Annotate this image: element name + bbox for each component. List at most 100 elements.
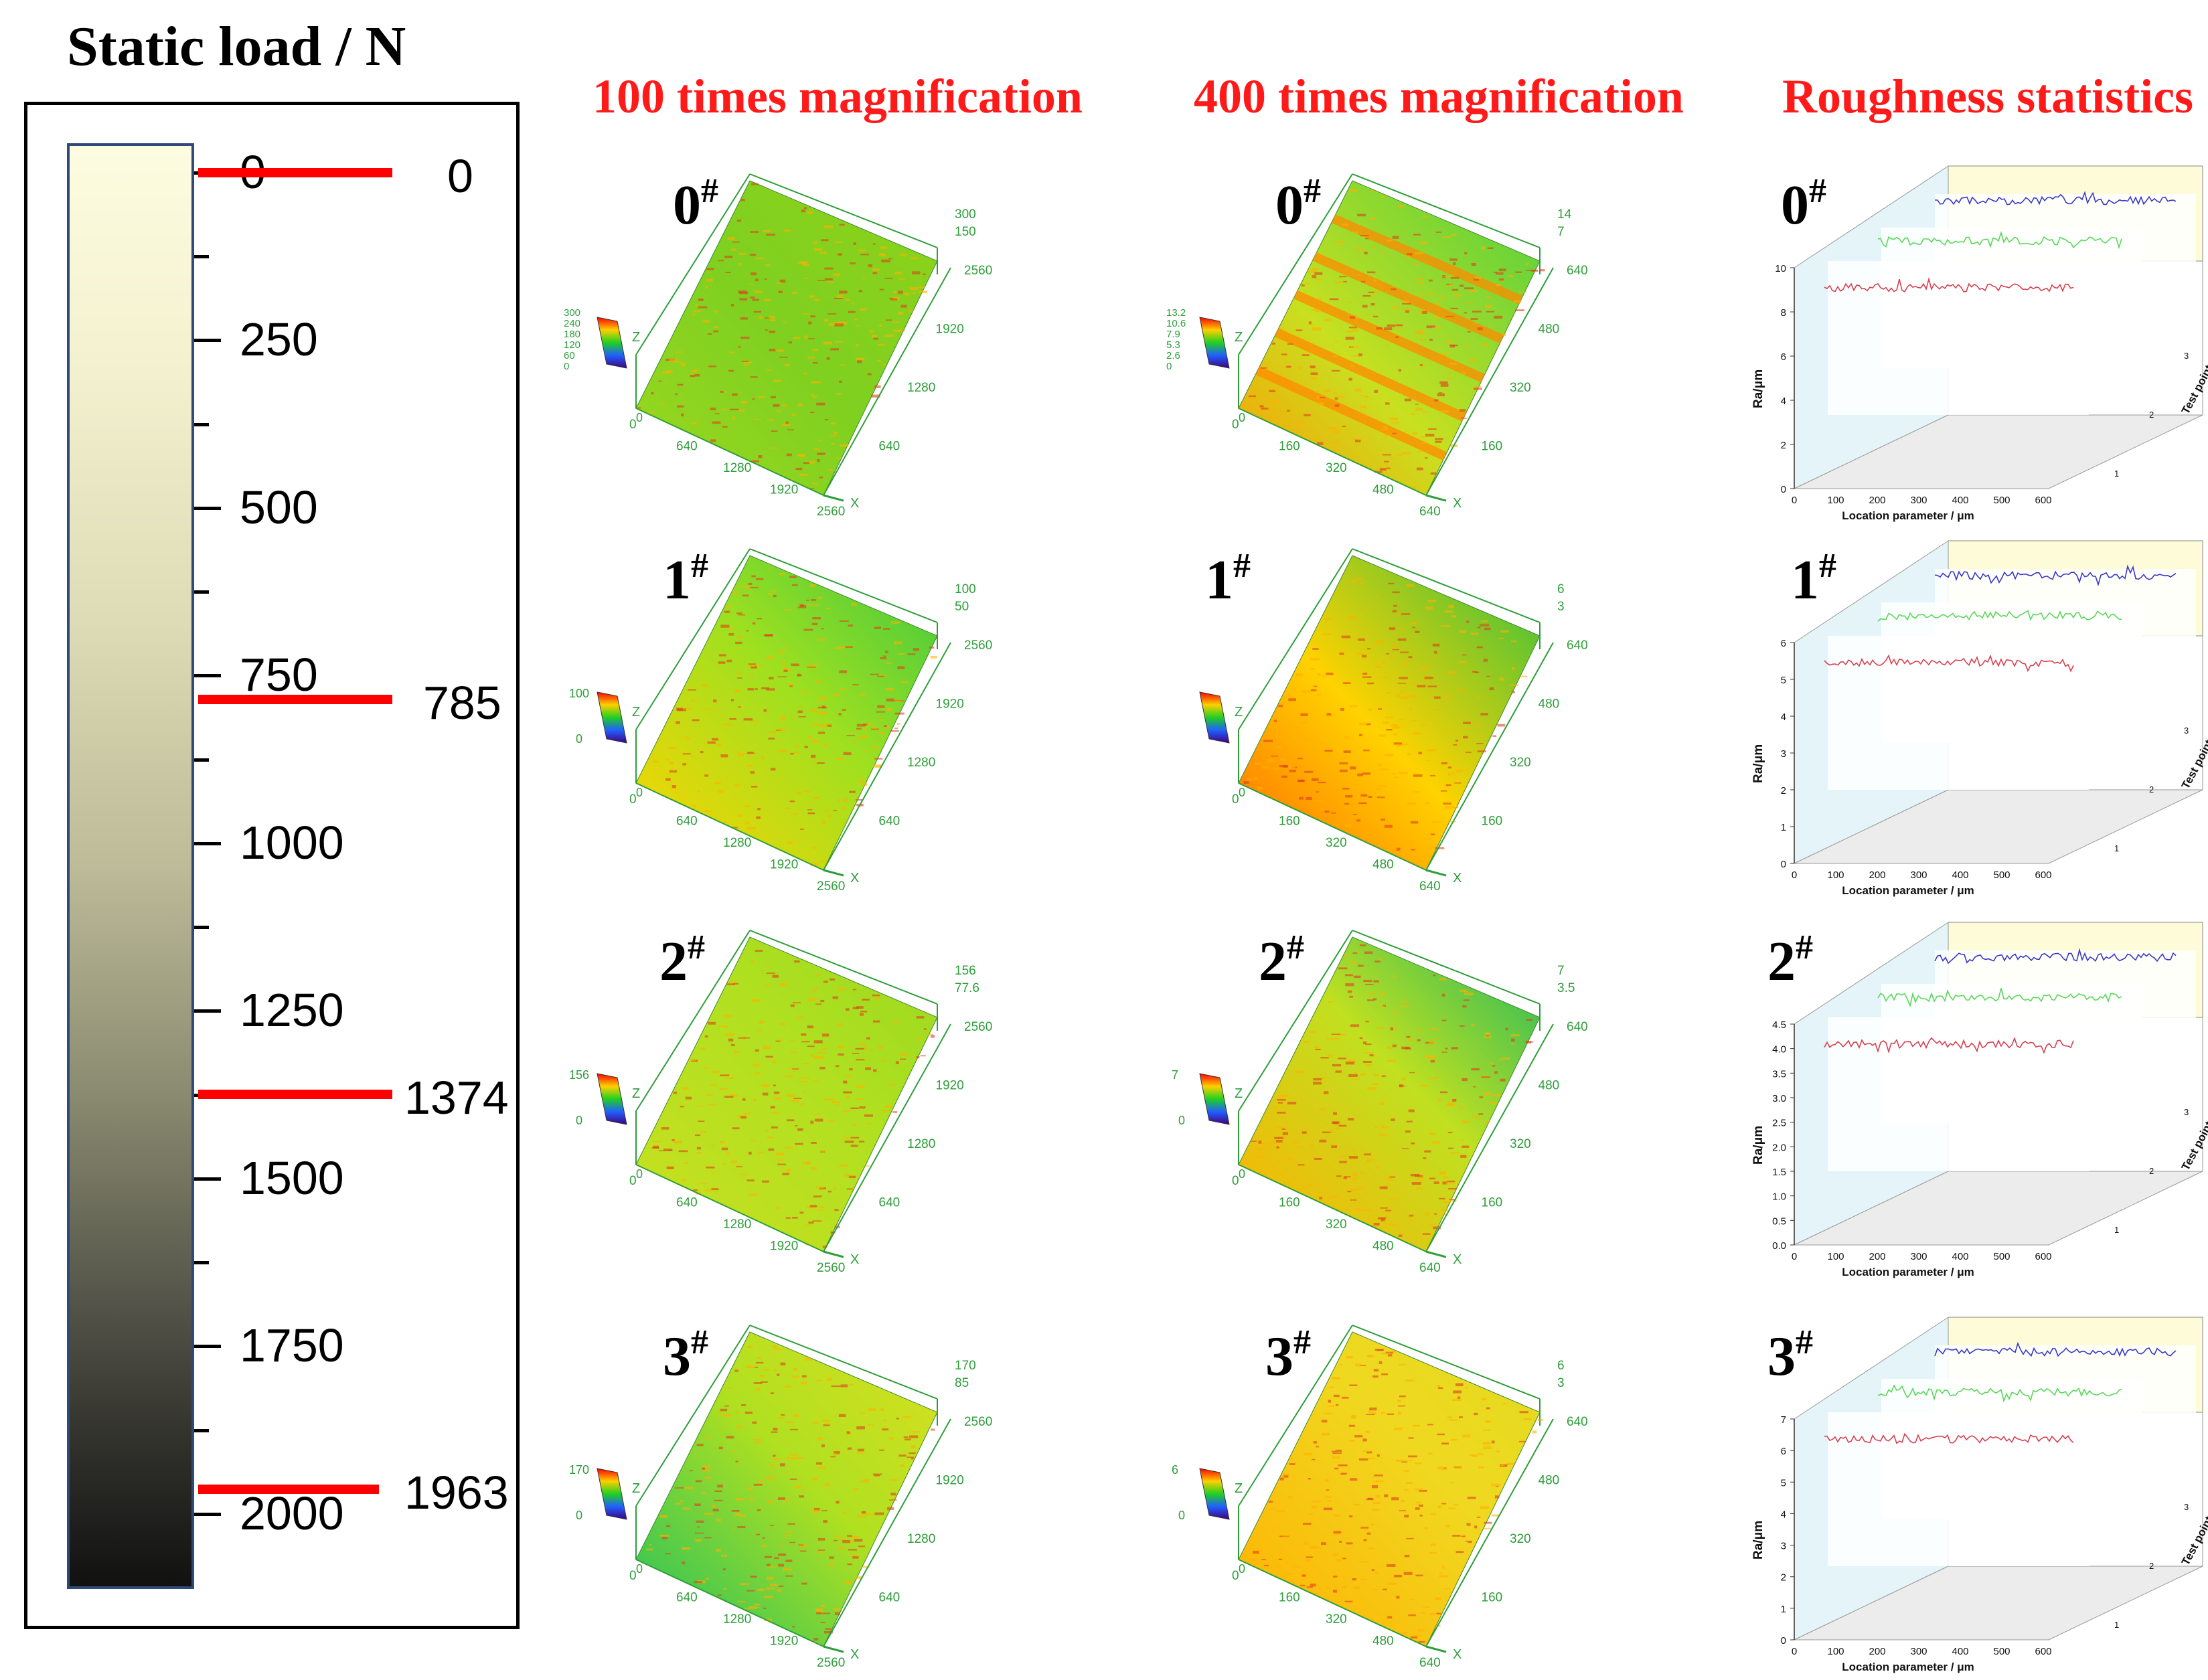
texture-speck xyxy=(1433,316,1439,319)
texture-speck xyxy=(786,1531,793,1533)
texture-speck xyxy=(896,723,900,725)
texture-speck xyxy=(917,1037,921,1040)
texture-speck xyxy=(844,1075,852,1078)
texture-speck xyxy=(749,586,759,588)
y-tick-label: 640 xyxy=(879,440,900,454)
texture-speck xyxy=(789,1428,798,1430)
texture-speck xyxy=(799,261,807,264)
texture-speck xyxy=(1419,1504,1423,1507)
series-plane xyxy=(1935,950,2196,1071)
texture-speck xyxy=(716,1412,722,1414)
texture-speck xyxy=(821,628,824,630)
x-tick-label: 300 xyxy=(1910,495,1927,506)
texture-speck xyxy=(783,230,791,232)
texture-speck xyxy=(1367,271,1376,274)
texture-speck xyxy=(1329,298,1339,301)
z-mid-label: 7 xyxy=(1557,225,1565,239)
texture-speck xyxy=(736,612,742,614)
texture-speck xyxy=(826,607,831,610)
texture-speck xyxy=(719,1088,728,1090)
texture-speck xyxy=(1355,1363,1362,1367)
legend-min: 0 xyxy=(576,732,582,746)
texture-speck xyxy=(829,435,838,437)
texture-speck xyxy=(677,708,686,711)
sample-hash: # xyxy=(701,172,718,210)
texture-speck xyxy=(1439,978,1447,981)
texture-speck xyxy=(748,1151,752,1155)
texture-speck xyxy=(744,821,750,824)
sample-label: 2# xyxy=(659,930,705,990)
texture-speck xyxy=(703,1067,709,1069)
texture-speck xyxy=(864,750,869,752)
y-axis-title: Ra/μm xyxy=(1751,744,1765,783)
texture-speck xyxy=(1423,678,1427,681)
texture-speck xyxy=(1401,613,1411,615)
texture-speck xyxy=(1404,1489,1409,1491)
texture-speck xyxy=(1390,1198,1399,1200)
texture-speck xyxy=(874,385,881,388)
texture-speck xyxy=(1498,268,1506,272)
texture-speck xyxy=(1450,1152,1460,1154)
texture-speck xyxy=(769,1584,779,1586)
texture-speck xyxy=(1415,1488,1423,1491)
z-axis-letter: Z xyxy=(1235,1086,1243,1101)
texture-speck xyxy=(819,477,823,479)
texture-speck xyxy=(751,665,757,669)
texture-speck xyxy=(812,349,818,351)
texture-speck xyxy=(1435,303,1439,306)
texture-speck xyxy=(765,965,769,967)
texture-speck xyxy=(856,1085,865,1088)
texture-speck xyxy=(1348,1059,1356,1062)
texture-speck xyxy=(1406,1537,1414,1539)
texture-speck xyxy=(1311,309,1318,311)
legend-bar xyxy=(597,1468,627,1520)
x-tick-label: 0 xyxy=(1792,1251,1797,1262)
texture-speck xyxy=(766,973,775,974)
texture-speck xyxy=(1328,1001,1334,1003)
texture-speck xyxy=(779,1022,786,1025)
z-max-label: 100 xyxy=(955,582,976,596)
x-axis-title: Location parameter / μm xyxy=(1842,884,1974,897)
y-tick-label: 2.5 xyxy=(1772,1118,1786,1129)
y-tick-label: 1920 xyxy=(936,697,964,711)
texture-speck xyxy=(1404,1460,1413,1461)
texture-speck xyxy=(746,630,749,632)
texture-speck xyxy=(1532,1430,1537,1434)
texture-speck xyxy=(746,665,755,667)
x-tick-label: 0 xyxy=(1232,418,1239,432)
texture-speck xyxy=(1269,390,1276,392)
texture-speck xyxy=(759,1021,765,1024)
texture-speck xyxy=(1395,454,1403,456)
roughness-series-1 xyxy=(1824,1432,2074,1444)
texture-speck xyxy=(1409,1072,1415,1074)
texture-speck xyxy=(1387,324,1396,327)
texture-speck xyxy=(767,592,773,595)
texture-speck xyxy=(838,799,841,802)
texture-speck xyxy=(1331,778,1336,782)
x-tick-label: 160 xyxy=(1279,1196,1300,1210)
texture-speck xyxy=(823,341,833,345)
texture-speck xyxy=(702,1469,710,1472)
texture-speck xyxy=(1295,673,1304,677)
texture-speck xyxy=(1318,742,1325,745)
texture-speck xyxy=(834,1608,840,1611)
texture-speck xyxy=(1345,337,1354,340)
texture-speck xyxy=(1502,1403,1508,1405)
texture-speck xyxy=(860,1013,864,1016)
texture-speck xyxy=(779,983,788,987)
texture-speck xyxy=(792,1068,799,1070)
texture-speck xyxy=(750,297,755,299)
texture-speck xyxy=(834,323,844,327)
texture-speck xyxy=(1425,434,1435,437)
ridge xyxy=(1331,214,1523,305)
x-tick-label: 160 xyxy=(1279,1591,1300,1605)
texture-speck xyxy=(903,1436,909,1438)
texture-speck xyxy=(734,784,740,786)
texture-speck xyxy=(724,610,730,613)
texture-speck xyxy=(1483,1446,1492,1449)
texture-speck xyxy=(1441,1213,1448,1215)
texture-speck xyxy=(1363,979,1372,983)
texture-speck xyxy=(1447,377,1453,380)
texture-speck xyxy=(771,430,778,432)
texture-speck xyxy=(1380,1125,1384,1128)
